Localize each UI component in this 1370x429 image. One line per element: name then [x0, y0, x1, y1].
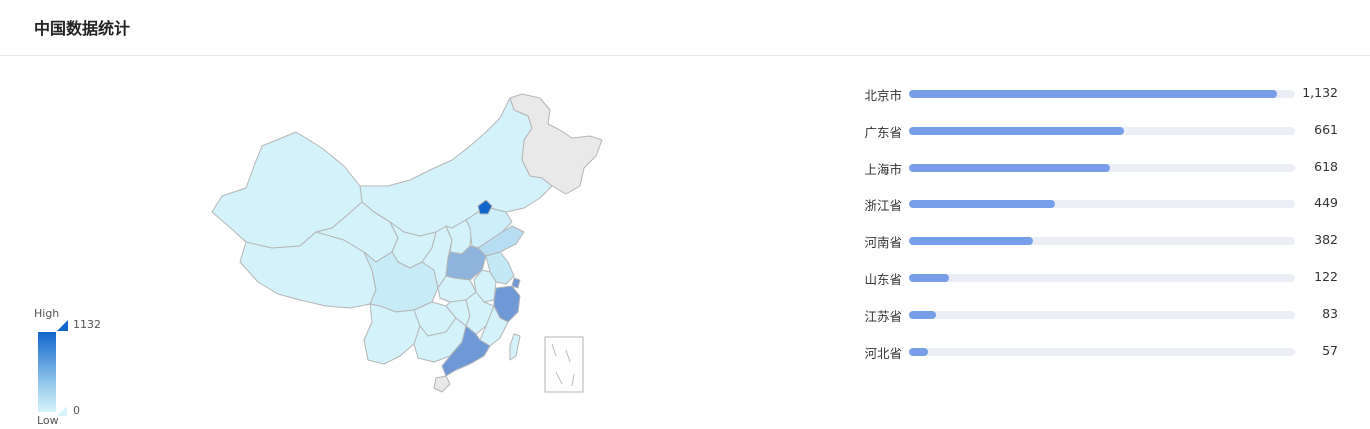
ranking-region-name: 山东省 [864, 272, 902, 287]
ranking-value: 449 [1314, 195, 1338, 211]
page-header: 中国数据统计 [0, 0, 1370, 56]
ranking-bar-track [909, 310, 1295, 319]
ranking-bar-track [909, 163, 1295, 172]
map-region-anhui[interactable] [473, 269, 497, 303]
south-china-sea-inset [544, 336, 584, 393]
ranking-row: 广东省 661 [856, 121, 1346, 141]
ranking-bar-fill [909, 126, 1124, 135]
ranking-row: 浙江省 449 [856, 194, 1346, 214]
ranking-region-name: 浙江省 [864, 198, 902, 214]
ranking-bar-fill [909, 163, 1110, 172]
ranking-row: 北京市 1,132 [856, 84, 1346, 104]
legend-high-label: High [34, 307, 60, 320]
ranking-value: 122 [1314, 269, 1338, 284]
china-map-panel [0, 57, 760, 429]
legend-max-value: 1132 [73, 318, 101, 331]
ranking-bar-track [909, 347, 1295, 356]
legend-max-handle[interactable] [57, 320, 68, 331]
ranking-bar-fill [909, 90, 1277, 98]
ranking-bar-track [909, 274, 1295, 282]
ranking-row: 河南省 382 [856, 231, 1346, 251]
ranking-bar-fill [909, 310, 936, 319]
ranking-row: 山东省 122 [856, 268, 1346, 288]
ranking-bar-track [909, 237, 1295, 246]
ranking-value: 57 [1322, 342, 1338, 358]
map-region-shanghai[interactable] [511, 277, 521, 289]
south-china-sea-islands [551, 343, 575, 387]
ranking-value: 661 [1314, 121, 1338, 137]
map-region-inner-mongolia[interactable] [359, 97, 553, 237]
china-map [211, 93, 603, 393]
ranking-row: 河北省 57 [856, 342, 1346, 362]
ranking-region-name: 北京市 [864, 88, 902, 103]
ranking-bar-track [909, 126, 1295, 135]
ranking-bar-fill [909, 347, 928, 356]
ranking-bar-fill [909, 237, 1033, 246]
ranking-region-name: 河北省 [864, 345, 902, 361]
ranking-value: 83 [1322, 305, 1338, 321]
ranking-row: 江苏省 83 [856, 305, 1346, 325]
ranking-region-name: 上海市 [864, 161, 902, 177]
map-region-guangdong[interactable] [441, 325, 491, 377]
ranking-row: 上海市 618 [856, 158, 1346, 178]
ranking-bar-fill [909, 274, 949, 282]
map-region-yunnan[interactable] [363, 303, 421, 365]
map-region-hainan[interactable] [433, 375, 451, 393]
map-region-beijing[interactable] [477, 199, 493, 215]
ranking-value: 618 [1314, 158, 1338, 174]
map-region-taiwan[interactable] [509, 333, 521, 361]
legend-min-value: 0 [73, 404, 80, 417]
ranking-region-name: 河南省 [864, 235, 902, 251]
legend-color-scale [38, 332, 56, 412]
ranking-bar-track [909, 90, 1295, 98]
map-region-sichuan[interactable] [363, 251, 439, 313]
ranking-region-name: 广东省 [864, 124, 902, 140]
ranking-region-name: 江苏省 [864, 308, 902, 324]
ranking-bar-fill [909, 200, 1055, 209]
legend-low-label: Low [37, 414, 59, 427]
ranking-bar-track [909, 200, 1295, 209]
ranking-value: 382 [1314, 232, 1338, 248]
ranking-value: 1,132 [1302, 85, 1338, 100]
page-title: 中国数据统计 [34, 19, 131, 38]
legend-min-handle[interactable] [57, 406, 67, 416]
